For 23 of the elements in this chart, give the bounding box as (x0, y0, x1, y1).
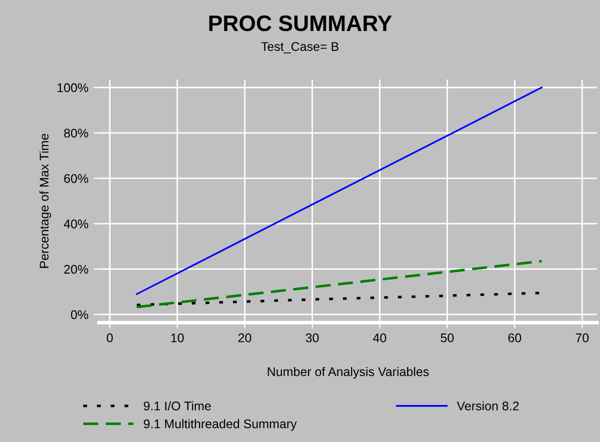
y-axis-title: Percentage of Max Time (39, 134, 52, 268)
y-tick-label: 100% (58, 83, 88, 92)
x-tick-label: 60 (508, 333, 522, 342)
chart-title: PROC SUMMARY (209, 15, 392, 32)
x-tick-label: 50 (440, 333, 454, 342)
legend-label: Version 8.2 (456, 401, 519, 410)
y-tick-label: 40% (64, 219, 88, 228)
y-tick-label: 60% (64, 174, 88, 183)
x-axis-title: Number of Analysis Variables (268, 366, 429, 379)
line-series (136, 86, 542, 295)
y-tick-label: 80% (64, 128, 88, 138)
x-tick-label: 20 (238, 333, 252, 342)
y-tick-label: 0% (71, 310, 88, 320)
x-tick-label: 30 (306, 333, 319, 342)
x-tick-label: 10 (171, 333, 184, 342)
x-tick-label: 0 (106, 333, 113, 342)
legend-label: 9.1 I/O Time (144, 401, 211, 410)
x-tick-label: 40 (373, 333, 386, 342)
line-series (136, 260, 543, 308)
x-tick-label: 70 (576, 333, 589, 342)
chart-subtitle: Test_Case= B (261, 42, 338, 54)
y-tick-label: 20% (64, 264, 88, 274)
legend-label: 9.1 Multithreaded Summary (144, 419, 297, 431)
